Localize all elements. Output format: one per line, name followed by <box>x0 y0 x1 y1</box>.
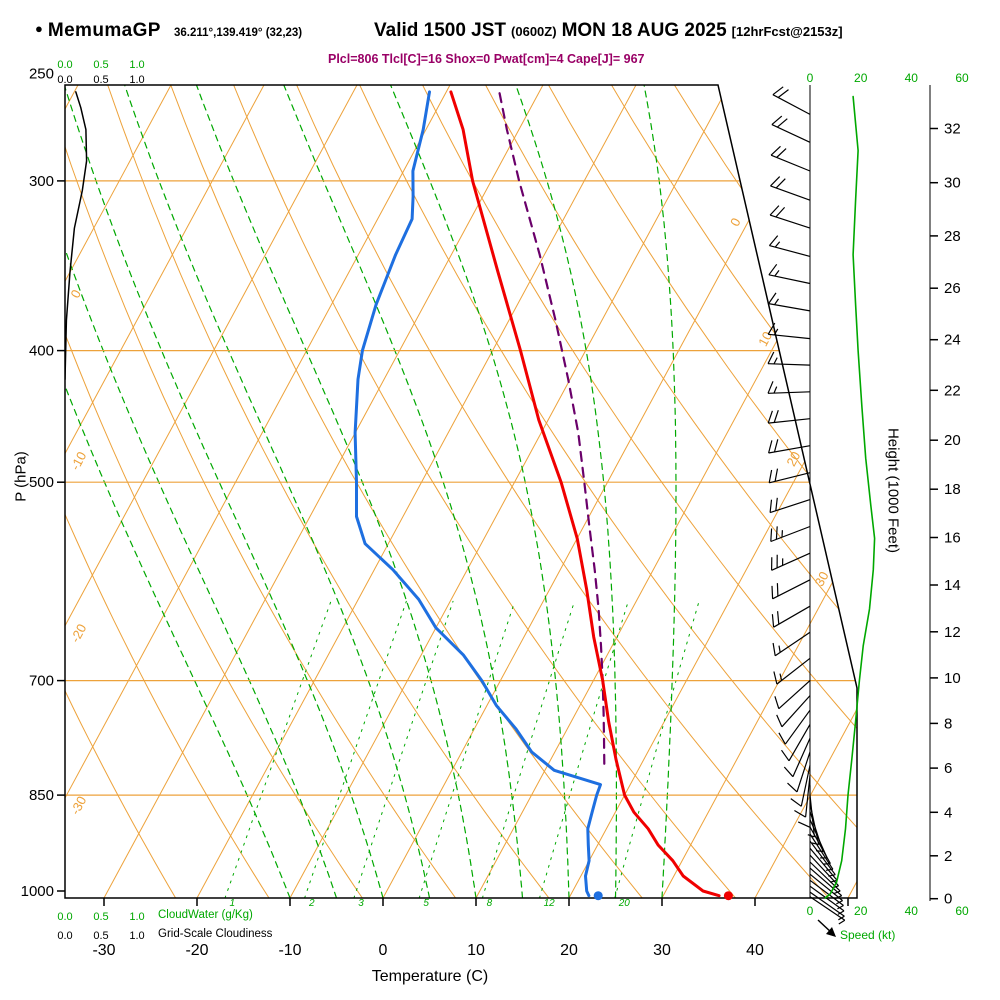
cloudwater-scale-tick-top: 0.5 <box>93 59 108 71</box>
valid-date: MON 18 AUG 2025 <box>561 20 727 41</box>
valid-time-row: Valid 1500 JST (0600Z) MON 18 AUG 2025 [12h… <box>374 20 848 42</box>
cloudwater-scale-tick-bottom: 0.0 <box>57 911 72 923</box>
height-axis-title: Height (1000 Feet) <box>884 427 902 554</box>
height-tick-label: 4 <box>944 804 952 821</box>
temp-tick-label: 40 <box>746 942 764 959</box>
pressure-tick-label: 700 <box>29 673 54 690</box>
mixing-ratio-label: 2 <box>308 898 315 909</box>
height-tick-label: 8 <box>944 715 952 732</box>
cloudiness-scale-tick-bottom: 0.0 <box>57 930 72 942</box>
station-name: MemumaGP <box>47 20 161 41</box>
bullet-icon: ● <box>35 21 43 36</box>
profiles-layer <box>65 90 721 898</box>
pressure-axis-title: P (hPa) <box>12 451 30 502</box>
isotherm-label-left: -10 <box>67 449 89 473</box>
pressure-tick-label: 500 <box>29 474 54 491</box>
speed-tick-label-top: 60 <box>955 71 969 85</box>
cloudiness-scale-tick-top: 0.0 <box>57 74 72 86</box>
stability-parameters: Plcl=806 Tlcl[C]=16 Shox=0 Pwat[cm]=4 Ca… <box>328 52 645 66</box>
surface-temperature-dot <box>723 891 733 901</box>
speed-tick-label-top: 40 <box>905 71 919 85</box>
height-tick-label: 30 <box>944 175 961 192</box>
speed-tick-label-bottom: 20 <box>854 904 868 918</box>
speed-tick-label-top: 20 <box>854 71 868 85</box>
station-coords: 36.211°,139.419° (32,23) <box>174 27 303 39</box>
height-tick-label: 16 <box>944 530 961 547</box>
height-tick-label: 0 <box>944 891 952 908</box>
valid-fcst: [12hrFcst@2153z] <box>731 24 843 39</box>
temp-tick-label: 10 <box>467 942 485 959</box>
cloudiness-scale-tick-bottom: 1.0 <box>129 930 144 942</box>
wind-layer <box>767 85 876 937</box>
mixing-ratio-label: 12 <box>544 898 556 909</box>
height-tick-label: 20 <box>944 432 961 449</box>
mixing-ratio-label: 1 <box>230 898 236 909</box>
temperature-axis-title: Temperature (C) <box>371 968 489 985</box>
isotherm-label-right: 30 <box>812 569 832 589</box>
height-tick-label: 32 <box>944 121 961 138</box>
isotherm-label-right: 20 <box>783 449 803 469</box>
pressure-tick-label: 300 <box>29 173 54 190</box>
speed-tick-label-bottom: 60 <box>955 904 969 918</box>
speed-tick-label-bottom: 40 <box>905 904 919 918</box>
height-tick-label: 26 <box>944 280 961 297</box>
height-tick-label: 18 <box>944 481 961 498</box>
speed-axis-arrow-icon <box>817 919 836 937</box>
height-tick-label: 28 <box>944 228 961 245</box>
pressure-tick-label: 400 <box>29 343 54 360</box>
temp-tick-label: -30 <box>92 942 115 959</box>
isotherm-label-right: 10 <box>755 329 775 349</box>
isotherm-label-left: 0 <box>67 287 84 300</box>
surface-dewpoint-dot <box>593 891 603 901</box>
temp-tick-label: 30 <box>653 942 671 959</box>
height-tick-label: 12 <box>944 624 961 641</box>
cloudwater-scale-tick-top: 0.0 <box>57 59 72 71</box>
cloudwater-scale-tick-bottom: 1.0 <box>129 911 144 923</box>
header-station-row: ● MemumaGP <box>35 20 161 42</box>
valid-z: (0600Z) <box>511 24 557 39</box>
mixing-ratio-label: 8 <box>487 898 493 909</box>
pressure-tick-label: 850 <box>29 787 54 804</box>
speed-tick-label-bottom: 0 <box>807 904 814 918</box>
height-tick-label: 22 <box>944 382 961 399</box>
temp-tick-label: -20 <box>185 942 208 959</box>
cloudwater-scale-tick-bottom: 0.5 <box>93 911 108 923</box>
speed-tick-label-top: 0 <box>807 71 814 85</box>
height-tick-label: 2 <box>944 848 952 865</box>
cloudiness-scale-tick-top: 0.5 <box>93 74 108 86</box>
isotherm-label-left: -20 <box>67 621 89 645</box>
height-tick-label: 24 <box>944 332 961 349</box>
temp-tick-label: 20 <box>560 942 578 959</box>
cloudwater-scale-tick-top: 1.0 <box>129 59 144 71</box>
mixing-ratio-label: 20 <box>618 898 631 909</box>
cloudiness-scale-tick-bottom: 0.5 <box>93 930 108 942</box>
cloudiness-scale-tick-top: 1.0 <box>129 74 144 86</box>
mixing-ratio-label: 5 <box>423 898 429 909</box>
height-tick-label: 10 <box>944 670 961 687</box>
plot-frame <box>64 84 858 899</box>
pressure-tick-label: 1000 <box>21 883 54 900</box>
mixing-ratio-label: 3 <box>358 898 364 909</box>
height-tick-label: 14 <box>944 577 961 594</box>
grid-layer <box>65 85 857 898</box>
temp-tick-label: 0 <box>379 942 388 959</box>
height-tick-label: 6 <box>944 760 952 777</box>
speed-axis-title: Speed (kt) <box>840 928 896 942</box>
temp-tick-label: -10 <box>278 942 301 959</box>
valid-main: Valid 1500 JST <box>374 20 507 41</box>
pressure-tick-label: 250 <box>29 65 54 82</box>
cloudiness-axis-title: Grid-Scale Cloudiness <box>158 928 273 940</box>
cloudwater-axis-title: CloudWater (g/Kg) <box>158 909 253 921</box>
isotherm-label-right: 0 <box>727 215 744 228</box>
isotherm-label-left: -30 <box>67 794 89 818</box>
